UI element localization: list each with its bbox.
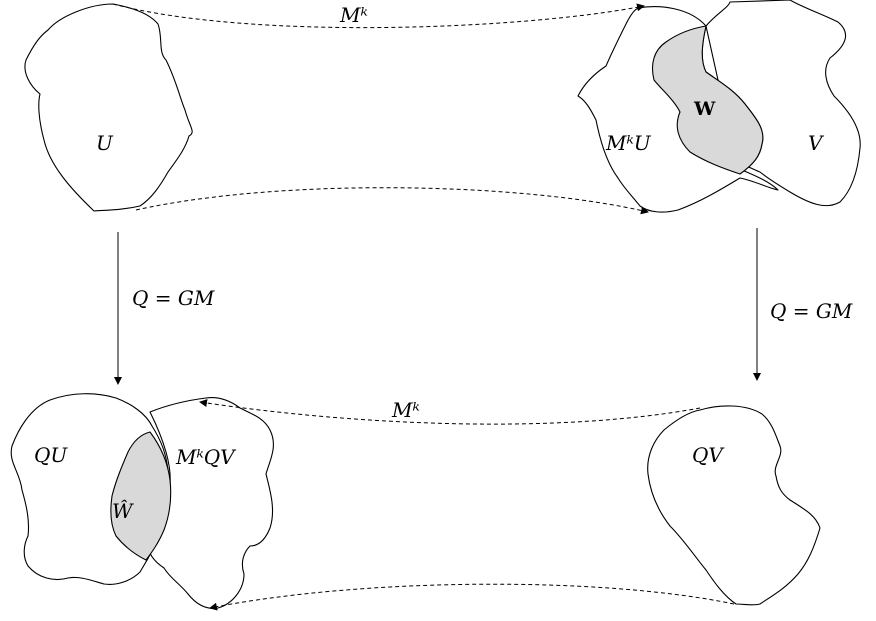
label-W-hat: Ŵ	[112, 499, 134, 523]
label-arrow-right: Q = GM	[770, 299, 853, 323]
region-U	[24, 3, 193, 212]
region-QV	[647, 405, 821, 606]
label-Mk-bottom: Mᵏ	[391, 398, 420, 422]
label-MkQV: MᵏQV	[175, 445, 237, 469]
dashed-arrow-top-lower	[135, 187, 649, 215]
dashed-arrow-bottom	[199, 399, 701, 425]
label-W: W	[693, 98, 716, 120]
region-W-hat	[110, 431, 172, 561]
label-QU: QU	[34, 443, 68, 467]
label-arrow-left: Q = GM	[132, 286, 215, 310]
label-MkU: MᵏU	[605, 131, 652, 155]
label-QV: QV	[692, 443, 725, 467]
label-U: U	[96, 131, 114, 155]
label-Mk-top: Mᵏ	[339, 3, 368, 27]
dashed-arrow-bottom-lower	[209, 583, 735, 611]
region-W	[651, 25, 764, 175]
label-V: V	[808, 131, 825, 155]
dashed-arrow-top	[112, 3, 645, 29]
